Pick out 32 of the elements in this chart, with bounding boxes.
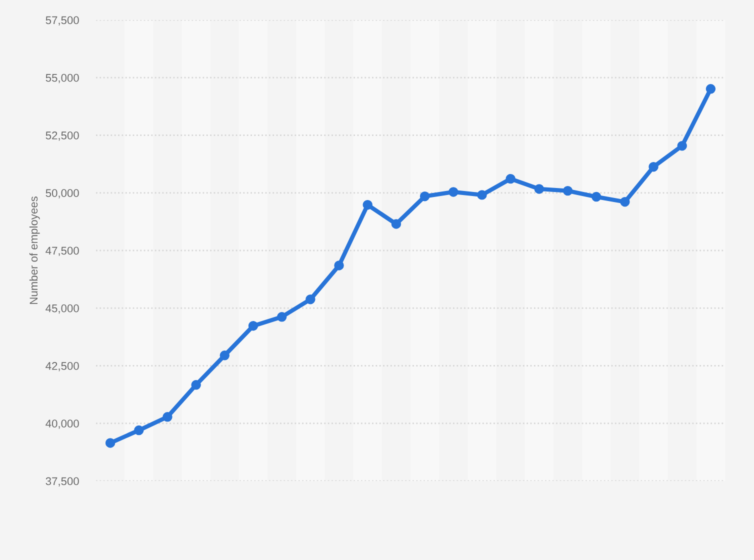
point (534, 184, 544, 194)
point (220, 350, 230, 360)
point (677, 140, 687, 151)
y-tick-label: 50,000 (46, 189, 79, 198)
point (391, 219, 402, 229)
y-tick-label: 57,500 (46, 16, 79, 26)
point (477, 190, 487, 200)
point (420, 191, 430, 202)
point (648, 162, 658, 172)
y-tick-label: 47,500 (46, 246, 79, 256)
y-tick-label: 40,000 (46, 420, 79, 429)
y-tick-label: 37,500 (46, 477, 79, 486)
point (191, 380, 201, 390)
y-tick-label: 45,000 (46, 304, 79, 314)
point (334, 260, 344, 270)
y-axis-title: Number of employees (29, 196, 40, 304)
point (706, 84, 716, 94)
y-tick-label: 52,500 (46, 132, 79, 141)
point (591, 192, 602, 202)
point (306, 294, 316, 304)
point (248, 321, 258, 331)
point (562, 186, 573, 196)
point (162, 412, 172, 422)
point (276, 312, 287, 322)
point (134, 425, 144, 436)
y-tick-label: 42,500 (46, 362, 79, 372)
point (448, 187, 458, 197)
point (620, 197, 630, 207)
y-tick-label: 55,000 (46, 74, 79, 84)
point (105, 438, 116, 448)
point (506, 174, 516, 184)
point (362, 200, 372, 210)
